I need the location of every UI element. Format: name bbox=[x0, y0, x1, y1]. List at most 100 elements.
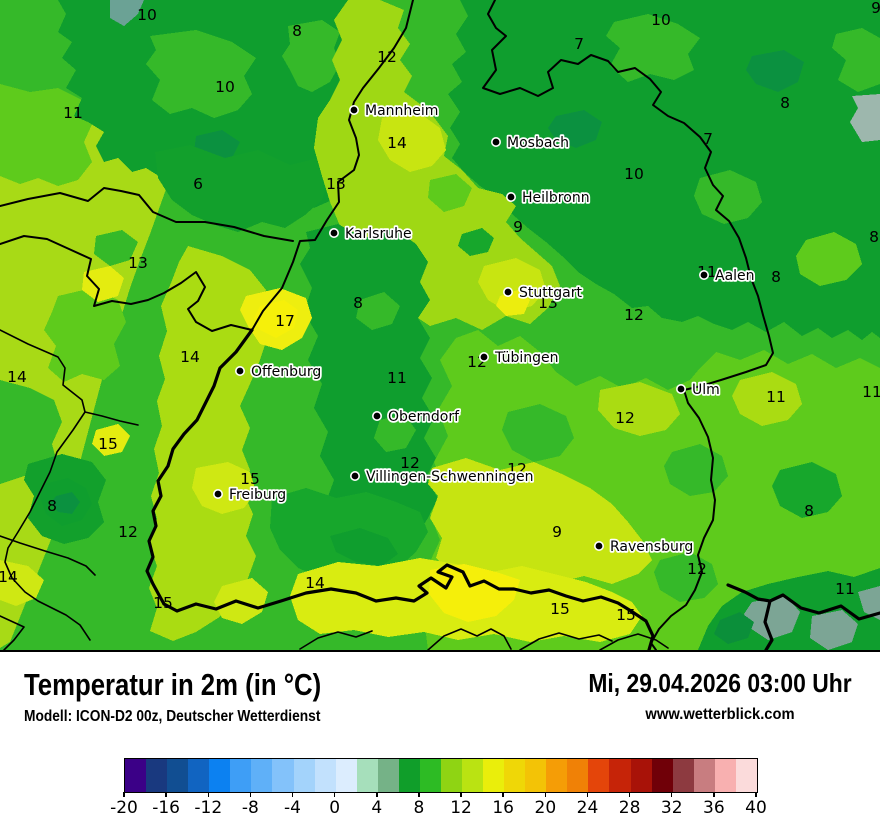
terrain-region bbox=[850, 94, 880, 142]
legend-tick bbox=[249, 792, 252, 797]
temp-label: 9 bbox=[513, 218, 523, 236]
temp-label: 15 bbox=[98, 435, 118, 453]
terrain-region bbox=[82, 266, 124, 302]
temp-label: 7 bbox=[703, 130, 713, 148]
legend-tick-label: 0 bbox=[329, 798, 341, 818]
temp-label: 8 bbox=[804, 502, 814, 520]
legend-tick bbox=[628, 792, 631, 797]
legend-color-swatch bbox=[630, 759, 652, 792]
legend-tick-label: -8 bbox=[241, 798, 259, 818]
terrain-region bbox=[0, 380, 62, 484]
temp-label: 15 bbox=[616, 606, 636, 624]
legend-color-swatch bbox=[230, 759, 252, 792]
terrain-region bbox=[746, 50, 804, 92]
terrain-region bbox=[832, 28, 880, 92]
city-label: Ravensburg bbox=[610, 539, 693, 555]
border-rhine-south bbox=[145, 328, 254, 606]
temp-label: 8 bbox=[771, 268, 781, 286]
legend-color-swatch bbox=[735, 759, 757, 792]
temp-label: 8 bbox=[353, 294, 363, 312]
terrain-region bbox=[0, 560, 44, 606]
legend-tick-label: -4 bbox=[284, 798, 301, 818]
legend-color-swatch bbox=[356, 759, 378, 792]
temp-label: 8 bbox=[869, 228, 879, 246]
legend-tick-label: -16 bbox=[152, 798, 181, 818]
temp-label: 13 bbox=[128, 254, 148, 272]
temp-label: 14 bbox=[7, 368, 27, 386]
temp-label: 11 bbox=[63, 104, 83, 122]
legend-color-swatch bbox=[504, 759, 526, 792]
legend-tick bbox=[713, 792, 715, 797]
city-label: Tübingen bbox=[494, 350, 559, 366]
legend-tick bbox=[755, 792, 757, 797]
temp-label: 14 bbox=[387, 134, 407, 152]
website-url: www.wetterblick.com bbox=[645, 706, 795, 723]
legend-color-swatch bbox=[209, 759, 231, 792]
city-marker: Aalen bbox=[698, 266, 756, 286]
border-bavaria bbox=[482, 0, 774, 650]
terrain-region bbox=[50, 492, 80, 514]
city-label: Heilbronn bbox=[522, 190, 590, 206]
footer-right: Mi, 29.04.2026 03:00 Uhr www.wetterblick… bbox=[570, 652, 870, 742]
temperature-map-svg: 10 8 10 9 7 12 10 8 11 7 14 10 6 13 9 8 13 11 8 8 13 12 17 14 12… bbox=[0, 0, 880, 650]
legend-color-swatch bbox=[462, 759, 484, 792]
temp-label: 12 bbox=[400, 454, 420, 472]
temp-label: 6 bbox=[193, 175, 203, 193]
legend-color-swatch bbox=[146, 759, 168, 792]
city-label: Karlsruhe bbox=[345, 226, 412, 242]
temp-label: 10 bbox=[651, 11, 671, 29]
terrain-region bbox=[428, 458, 652, 584]
temperature-labels: 10 8 10 9 7 12 10 8 11 7 14 10 6 13 9 8 13 11 8 8 13 12 17 14 12… bbox=[0, 0, 880, 624]
terrain-region bbox=[598, 382, 680, 436]
border-swiss-interior-4 bbox=[599, 633, 669, 650]
terrain-region bbox=[282, 20, 340, 92]
temp-label: 11 bbox=[835, 580, 855, 598]
city-marker: Freiburg bbox=[213, 485, 288, 505]
terrain-region bbox=[300, 224, 438, 560]
legend-color-swatch bbox=[714, 759, 736, 792]
legend-color-swatch bbox=[567, 759, 589, 792]
terrain-region bbox=[796, 232, 862, 286]
city-dot bbox=[213, 488, 224, 499]
temp-label: 8 bbox=[780, 94, 790, 112]
terrain-region bbox=[374, 414, 416, 452]
legend-tick bbox=[123, 792, 125, 797]
border-austria bbox=[726, 583, 880, 621]
city-label: Villingen-Schwenningen bbox=[366, 469, 534, 485]
terrain-region bbox=[810, 610, 858, 650]
city-label: Aalen bbox=[715, 268, 755, 284]
terrain-region bbox=[92, 424, 130, 456]
page-title: Temperatur in 2m (in °C) bbox=[24, 667, 322, 702]
terrain-region bbox=[110, 0, 144, 26]
terrain-region bbox=[478, 258, 546, 312]
temp-label: 14 bbox=[305, 574, 325, 592]
legend-color-swatch bbox=[335, 759, 357, 792]
city-marker: Offenburg bbox=[235, 362, 323, 382]
city-markers: Mannheim Mosbach Heilbronn Karlsruhe Stuttga… bbox=[213, 101, 756, 557]
city-marker: Heilbronn bbox=[505, 188, 591, 208]
legend-tick-label: 24 bbox=[576, 798, 599, 818]
terrain-region bbox=[458, 228, 494, 256]
city-marker: Tübingen bbox=[478, 348, 560, 368]
legend-tick bbox=[586, 792, 589, 797]
border-swiss-interior-3 bbox=[299, 630, 373, 650]
city-label: Offenburg bbox=[251, 364, 321, 380]
weather-map: 10 8 10 9 7 12 10 8 11 7 14 10 6 13 9 8 13 11 8 8 13 12 17 14 12… bbox=[0, 0, 880, 650]
legend-tick bbox=[207, 792, 210, 797]
legend-color-swatch bbox=[440, 759, 462, 792]
borders bbox=[0, 0, 880, 650]
city-marker: Ravensburg bbox=[593, 537, 695, 557]
temp-label: 8 bbox=[47, 497, 57, 515]
terrain-region bbox=[192, 462, 256, 514]
city-dot bbox=[593, 540, 604, 551]
temp-label: 12 bbox=[624, 306, 644, 324]
terrain-region bbox=[146, 30, 256, 118]
legend-tick-label: -12 bbox=[194, 798, 223, 818]
legend-color-swatch bbox=[167, 759, 189, 792]
legend-tick-label: 28 bbox=[618, 798, 641, 818]
city-label: Freiburg bbox=[229, 487, 286, 503]
forecast-datetime: Mi, 29.04.2026 03:00 Uhr bbox=[588, 668, 852, 698]
legend-color-swatch bbox=[609, 759, 631, 792]
terrain-region bbox=[606, 14, 700, 82]
